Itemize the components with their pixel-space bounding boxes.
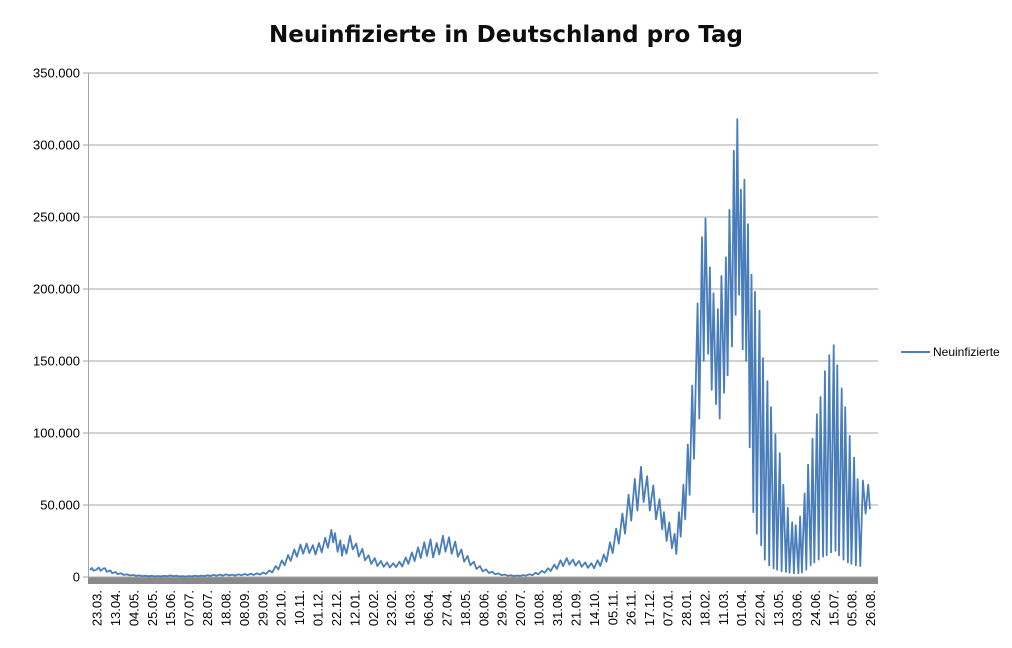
x-axis-tick-label: 16.03. (403, 590, 418, 626)
legend-line-swatch (901, 351, 930, 353)
x-axis-tick-label: 08.09. (237, 590, 252, 626)
x-axis-tick-label: 18.02. (697, 590, 712, 626)
y-axis-tick-label: 100.000 (33, 426, 80, 441)
x-axis-bar (88, 577, 878, 584)
chart-title: Neuinfizierte in Deutschland pro Tag (269, 22, 743, 48)
x-axis-tick-label: 13.04. (108, 590, 123, 626)
x-axis-tick-label: 24.06. (808, 590, 823, 626)
y-axis-tick-label: 150.000 (33, 354, 80, 369)
x-axis-tick-label: 12.01. (347, 590, 362, 626)
x-axis-tick-label: 10.11. (292, 590, 307, 625)
x-axis-tick-label: 05.08. (845, 590, 860, 626)
x-axis-tick-label: 15.06. (163, 590, 178, 626)
x-axis-tick-label: 18.08. (218, 590, 233, 626)
y-axis-tick-label: 250.000 (33, 210, 80, 225)
x-axis-tick-label: 01.12. (311, 590, 326, 626)
x-axis-tick-label: 20.07. (513, 590, 528, 626)
x-axis-tick-label: 26.11. (624, 590, 639, 625)
y-axis-tick-label: 350.000 (33, 66, 80, 81)
legend-label-neuinfizierte: Neuinfizierte (933, 345, 1000, 359)
series-line-neuinfizierte (89, 118, 871, 578)
x-axis-tick-label: 15.07. (826, 590, 841, 626)
x-axis-tick-label: 28.01. (679, 590, 694, 626)
x-axis-tick-label: 13.05. (771, 590, 786, 626)
x-axis-tick-label: 25.05. (145, 590, 160, 626)
x-axis-tick-label: 31.08. (550, 590, 565, 626)
x-axis-tick-label: 29.06. (495, 590, 510, 626)
x-axis-tick-label: 07.01. (661, 590, 676, 626)
legend: Neuinfizierte (901, 345, 1000, 359)
x-axis-tick-label: 06.04. (421, 590, 436, 626)
y-axis-tick-label: 300.000 (33, 138, 80, 153)
y-axis-tick-label: 50.000 (40, 498, 80, 513)
x-axis-tick-label: 03.06. (789, 590, 804, 626)
x-axis-tick-label: 20.10. (274, 590, 289, 626)
x-axis-tick-label: 23.03. (90, 590, 105, 626)
x-axis-tick-label: 27.04. (439, 590, 454, 626)
y-axis-tick-label: 200.000 (33, 282, 80, 297)
x-axis-tick-label: 07.07. (182, 590, 197, 626)
x-axis-tick-label: 11.03. (716, 590, 731, 625)
x-axis-tick-label: 18.05. (458, 590, 473, 626)
x-axis-tick-label: 02.02. (366, 590, 381, 626)
x-axis-tick-label: 26.08. (863, 590, 878, 626)
y-axis-tick-label: 0 (73, 570, 80, 585)
x-axis-tick-label: 22.12. (329, 590, 344, 626)
x-axis-tick-label: 01.04. (734, 590, 749, 626)
x-axis-tick-label: 28.07. (200, 590, 215, 626)
x-axis-tick-label: 21.09. (568, 590, 583, 626)
x-axis-tick-label: 04.05. (126, 590, 141, 626)
x-axis-tick-label: 08.06. (476, 590, 491, 626)
x-axis-tick-label: 29.09. (255, 590, 270, 626)
x-axis-tick-label: 23.02. (384, 590, 399, 626)
x-axis-tick-label: 14.10. (587, 590, 602, 626)
x-axis-tick-label: 10.08. (532, 590, 547, 626)
x-axis-tick-label: 05.11. (605, 590, 620, 625)
x-axis-tick-label: 22.04. (753, 590, 768, 626)
x-axis-tick-label: 17.12. (642, 590, 657, 626)
